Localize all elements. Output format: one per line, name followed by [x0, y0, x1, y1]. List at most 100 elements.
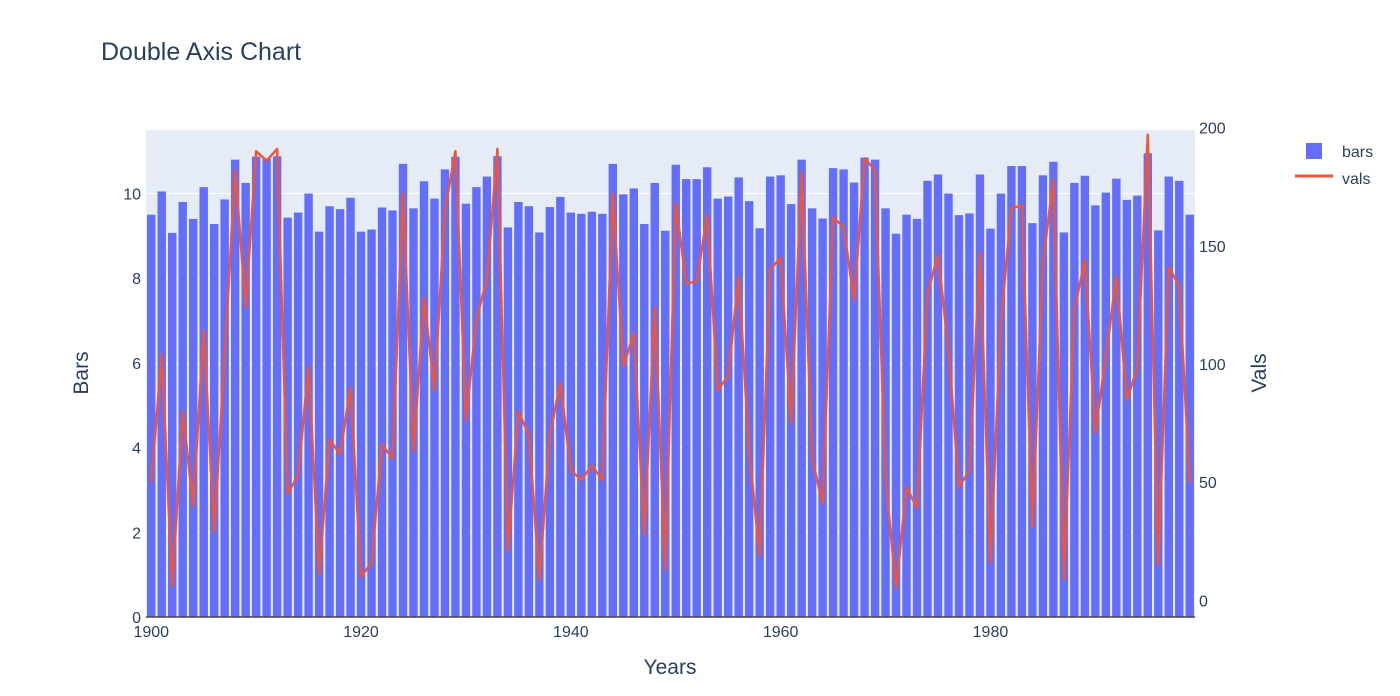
- bar-1962: [797, 159, 806, 617]
- bar-1993: [1122, 199, 1132, 618]
- legend-item-vals[interactable]: vals: [1295, 171, 1370, 188]
- bar-1946: [629, 188, 638, 617]
- bar-1904: [189, 218, 198, 618]
- bar-1922: [377, 207, 387, 617]
- legend[interactable]: bars vals: [1295, 143, 1373, 188]
- bar-1995: [1143, 153, 1152, 617]
- bar-1975: [933, 174, 943, 617]
- bar-1947: [640, 224, 649, 617]
- bar-1960: [776, 175, 785, 617]
- bar-1933: [493, 156, 502, 617]
- bar-1907: [220, 199, 229, 617]
- bar-1963: [807, 208, 817, 617]
- bar-1911: [262, 158, 271, 617]
- bar-1994: [1133, 195, 1142, 617]
- bar-1912: [272, 156, 282, 617]
- bar-1999: [1185, 214, 1194, 617]
- bar-1978: [965, 213, 974, 617]
- bar-1937: [535, 232, 544, 617]
- bar-1926: [419, 181, 429, 617]
- bar-1982: [1007, 165, 1016, 617]
- bar-1967: [849, 182, 859, 618]
- legend-item-bars[interactable]: bars: [1306, 143, 1373, 161]
- bar-1929: [451, 156, 460, 617]
- bar-1953: [703, 167, 712, 617]
- x-tick-1960: 1960: [763, 624, 799, 641]
- bar-1917: [325, 206, 334, 618]
- bar-1903: [178, 201, 187, 617]
- bar-1932: [482, 176, 492, 617]
- bar-1981: [996, 193, 1006, 618]
- bar-1985: [1038, 175, 1048, 617]
- bar-1973: [912, 218, 922, 618]
- legend-label-vals: vals: [1342, 171, 1370, 188]
- bar-1941: [577, 213, 586, 617]
- x-axis-ticks: 1900 1920 1940 1960 1980: [133, 624, 1008, 641]
- bar-1950: [671, 164, 680, 617]
- chart-title: Double Axis Chart: [101, 38, 301, 66]
- bar-1969: [870, 159, 880, 617]
- bar-1901: [157, 191, 166, 617]
- bar-1990: [1091, 205, 1100, 617]
- bar-1944: [608, 163, 618, 617]
- x-tick-1900: 1900: [133, 624, 169, 641]
- left-y-tick-8: 8: [132, 271, 141, 288]
- bar-1905: [199, 187, 208, 618]
- x-axis-title: Years: [644, 656, 697, 679]
- bar-1977: [954, 215, 964, 617]
- right-y-tick-0: 0: [1199, 593, 1208, 610]
- bar-1976: [944, 193, 953, 618]
- bar-1902: [168, 232, 177, 617]
- bar-1988: [1070, 182, 1079, 617]
- x-tick-1940: 1940: [553, 624, 589, 641]
- left-y-tick-2: 2: [132, 525, 141, 542]
- bar-1942: [587, 211, 597, 617]
- bar-1914: [293, 212, 303, 618]
- left-y-tick-0: 0: [132, 610, 141, 627]
- bar-1939: [556, 196, 565, 618]
- bar-1992: [1112, 178, 1121, 617]
- legend-label-bars: bars: [1342, 144, 1373, 161]
- right-y-tick-150: 150: [1199, 239, 1226, 256]
- bar-1938: [545, 207, 555, 617]
- bar-1964: [818, 218, 827, 617]
- bar-1987: [1059, 232, 1069, 617]
- bar-1900: [147, 214, 156, 617]
- left-y-axis-ticks: 0 2 4 6 8 10: [123, 187, 141, 627]
- x-tick-1980: 1980: [973, 624, 1009, 641]
- right-y-tick-100: 100: [1199, 357, 1226, 374]
- bar-1986: [1049, 161, 1058, 617]
- bar-1955: [723, 196, 733, 617]
- left-y-axis-title: Bars: [70, 351, 93, 394]
- bar-1983: [1017, 165, 1027, 617]
- bar-1913: [283, 217, 292, 617]
- bar-1921: [367, 229, 376, 617]
- bar-1997: [1164, 176, 1173, 617]
- bar-1940: [566, 212, 576, 618]
- bar-1910: [251, 156, 261, 617]
- bar-1923: [388, 210, 397, 617]
- bar-1957: [744, 201, 754, 617]
- right-y-axis-title: Vals: [1248, 353, 1271, 392]
- bar-1949: [661, 230, 670, 617]
- bar-1958: [755, 228, 764, 618]
- bar-1970: [881, 208, 890, 617]
- left-y-tick-6: 6: [132, 356, 141, 373]
- bar-1998: [1175, 180, 1184, 618]
- bar-1931: [472, 187, 481, 618]
- bar-1906: [209, 224, 219, 617]
- bar-1966: [839, 169, 848, 617]
- bar-1984: [1028, 223, 1037, 617]
- bar-1945: [619, 194, 628, 617]
- bar-1954: [713, 198, 722, 617]
- bar-1920: [356, 231, 366, 618]
- bar-1943: [598, 213, 607, 617]
- bar-1927: [430, 198, 439, 617]
- left-y-tick-10: 10: [123, 187, 141, 204]
- bar-1980: [986, 228, 995, 617]
- bar-1948: [650, 182, 659, 617]
- right-y-tick-200: 200: [1199, 121, 1226, 138]
- bar-1928: [440, 169, 450, 617]
- bar-1989: [1080, 175, 1090, 617]
